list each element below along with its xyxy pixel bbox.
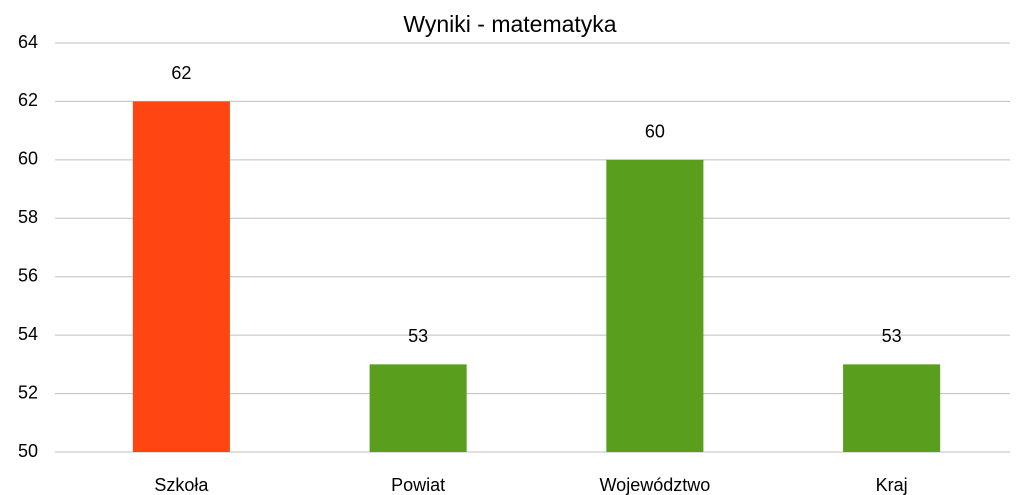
chart-title: Wyniki - matematyka <box>403 11 616 37</box>
data-label: 53 <box>882 326 902 346</box>
data-label: 60 <box>645 122 665 142</box>
data-label: 62 <box>171 63 191 83</box>
x-tick-label: Szkoła <box>154 475 209 495</box>
y-tick-label: 58 <box>18 207 38 227</box>
x-tick-label: Powiat <box>391 475 445 495</box>
bar <box>843 364 941 452</box>
bar <box>369 364 467 452</box>
x-tick-label: Województwo <box>600 475 711 495</box>
bar <box>606 159 704 452</box>
y-tick-label: 52 <box>18 382 38 402</box>
data-label: 53 <box>408 326 428 346</box>
y-tick-label: 56 <box>18 265 38 285</box>
y-tick-label: 54 <box>18 324 38 344</box>
bar <box>132 101 230 452</box>
x-tick-label: Kraj <box>876 475 908 495</box>
y-tick-label: 64 <box>18 32 38 52</box>
y-tick-label: 50 <box>18 441 38 461</box>
y-tick-label: 60 <box>18 149 38 169</box>
y-tick-label: 62 <box>18 90 38 110</box>
